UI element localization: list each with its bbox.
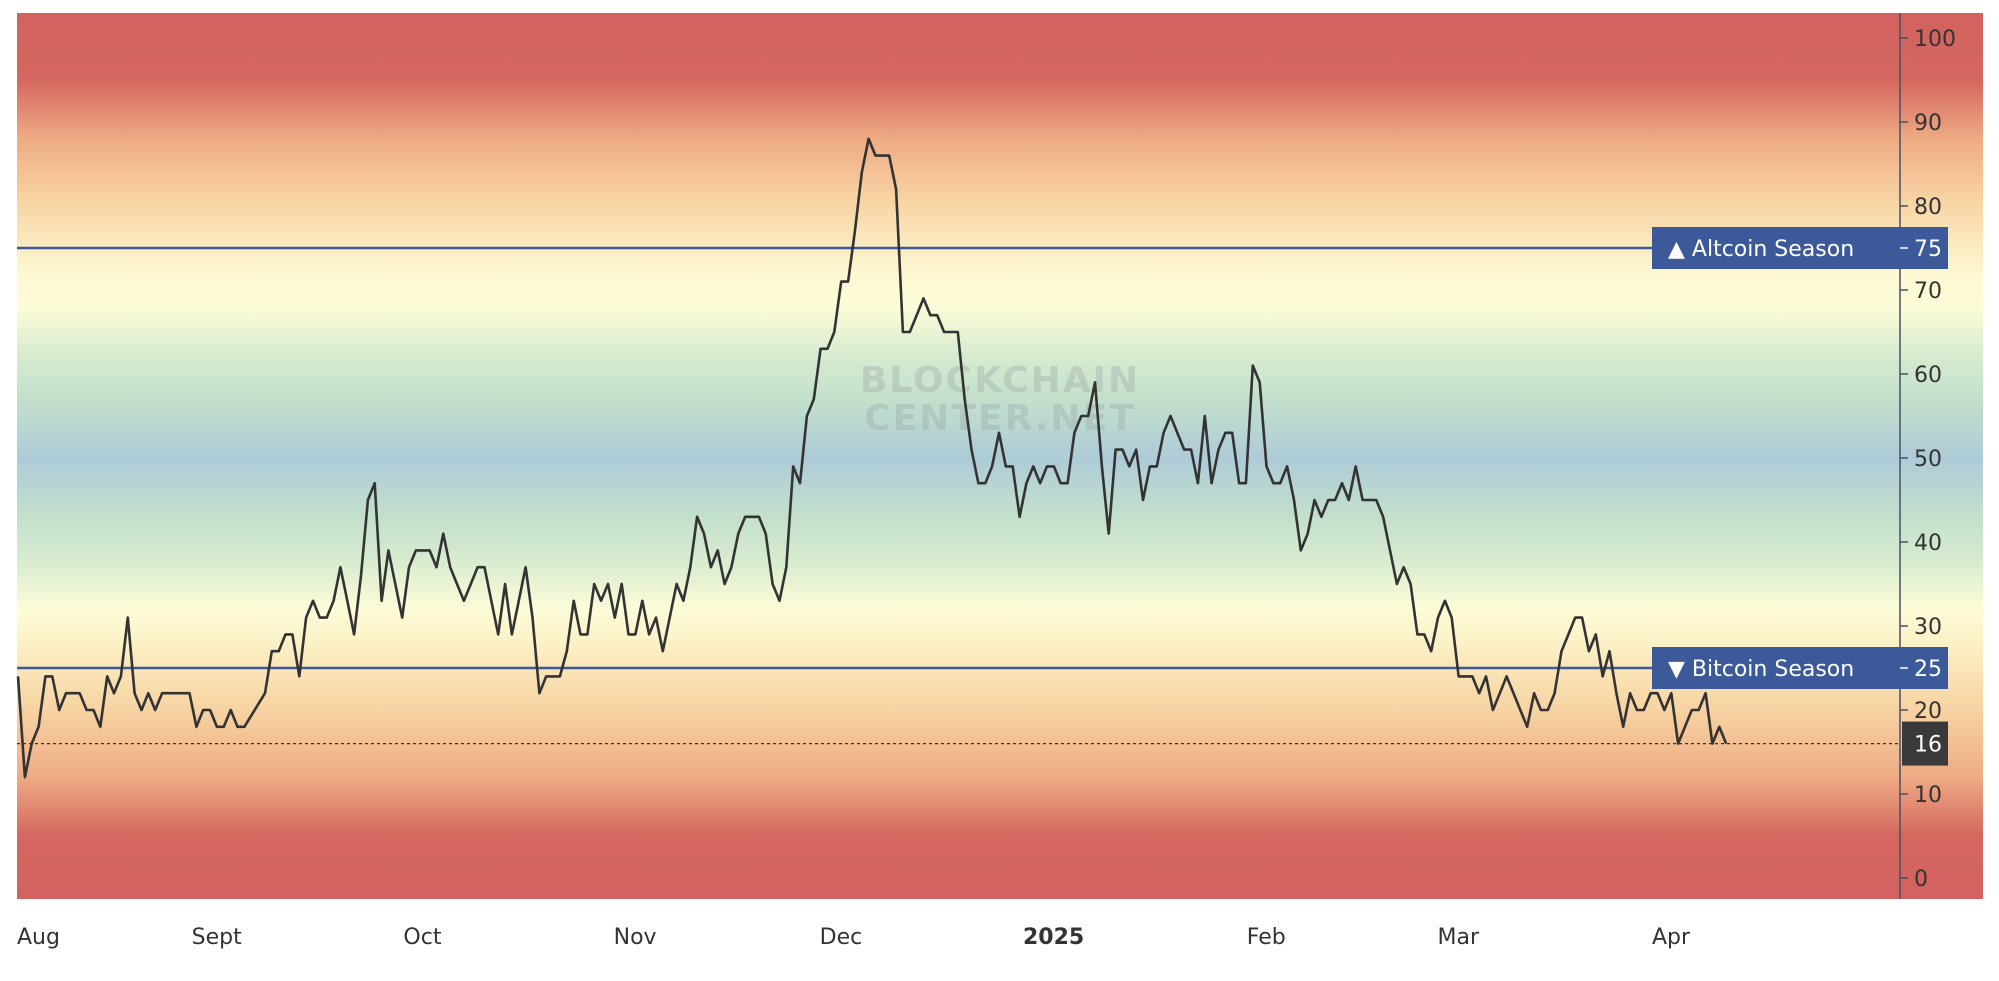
- value-badges: ▲ Altcoin Season 75 ▼ Bitcoin Season 25 16: [1652, 227, 1948, 766]
- x-tick-label: Apr: [1652, 925, 1691, 950]
- reference-badge-label: ▲ Altcoin Season: [1668, 237, 1854, 262]
- series-layer: [16, 137, 1728, 779]
- y-tick-label: 80: [1914, 195, 1942, 220]
- current-value-badge: [1902, 721, 1948, 766]
- y-tick-label: 70: [1914, 279, 1942, 304]
- reference-lines: [17, 246, 1900, 745]
- reference-badge-value: 75: [1914, 237, 1942, 262]
- x-tick-label: Dec: [820, 925, 863, 950]
- y-tick-label: 40: [1914, 531, 1942, 556]
- y-tick-label: 30: [1914, 615, 1942, 640]
- y-tick-label: 100: [1914, 27, 1956, 52]
- x-tick-label: Aug: [17, 925, 60, 950]
- reference-badge-label: ▼ Bitcoin Season: [1668, 657, 1854, 682]
- y-tick-label: 60: [1914, 363, 1942, 388]
- reference-badge: [1652, 227, 1948, 269]
- y-tick-label: 90: [1914, 111, 1942, 136]
- x-tick-label: Oct: [403, 925, 441, 950]
- y-tick-label: 20: [1914, 699, 1942, 724]
- x-axis: Aug Sept Oct Nov Dec 2025 Feb Mar Apr: [17, 925, 1691, 950]
- x-tick-label: Feb: [1247, 925, 1286, 950]
- x-tick-label: Nov: [614, 925, 657, 950]
- plot-background: [17, 13, 1983, 899]
- series-line: [16, 137, 1728, 779]
- y-tick-label: 10: [1914, 783, 1942, 808]
- watermark-line1: BLOCKCHAIN: [860, 360, 1140, 401]
- y-tick-label: 0: [1914, 867, 1928, 892]
- y-axis: 0 10 20 30 40 50 60 70 80 90 100: [1900, 27, 1956, 892]
- reference-badge: [1652, 647, 1948, 689]
- x-tick-label: Mar: [1438, 925, 1480, 950]
- watermark: BLOCKCHAIN CENTER.NET: [860, 360, 1140, 439]
- x-tick-label: 2025: [1023, 925, 1084, 950]
- x-tick-label: Sept: [192, 925, 242, 950]
- current-value-label: 16: [1914, 733, 1942, 758]
- reference-badge-value: 25: [1914, 657, 1942, 682]
- y-tick-label: 50: [1914, 447, 1942, 472]
